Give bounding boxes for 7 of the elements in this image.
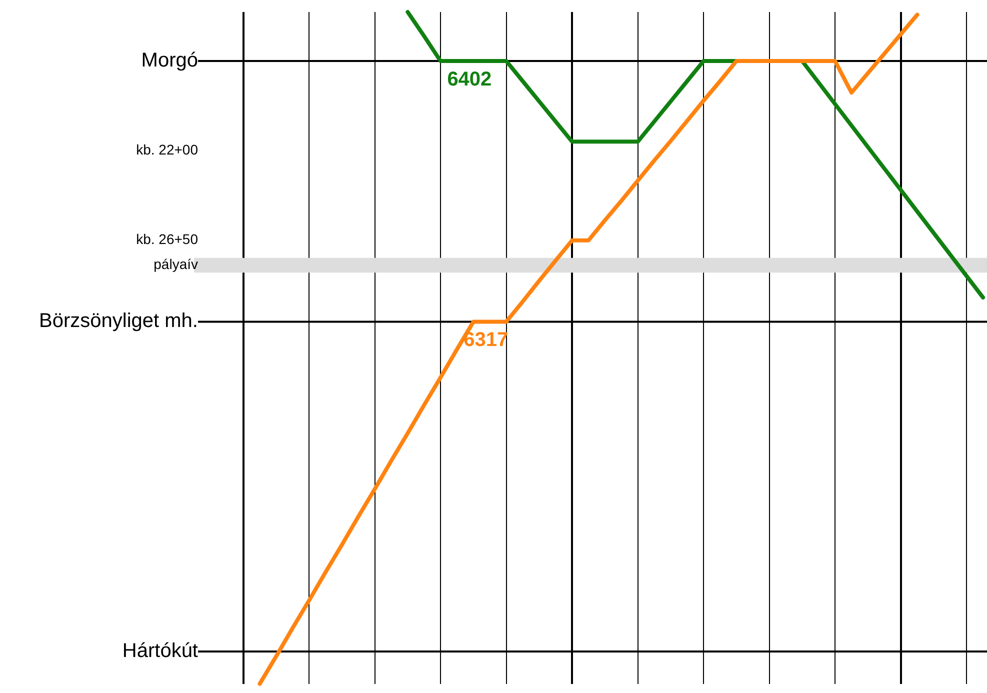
series-label: 6402 (447, 68, 492, 91)
annotation: kb. 22+00 (136, 141, 198, 158)
ref-line-label: Hártókút (122, 640, 198, 662)
ref-line-label: Börzsönyliget mh. (39, 310, 198, 332)
ref-line-label: Morgó (141, 50, 198, 72)
band-label: pályaív (154, 256, 198, 272)
annotation: kb. 26+50 (136, 230, 198, 247)
